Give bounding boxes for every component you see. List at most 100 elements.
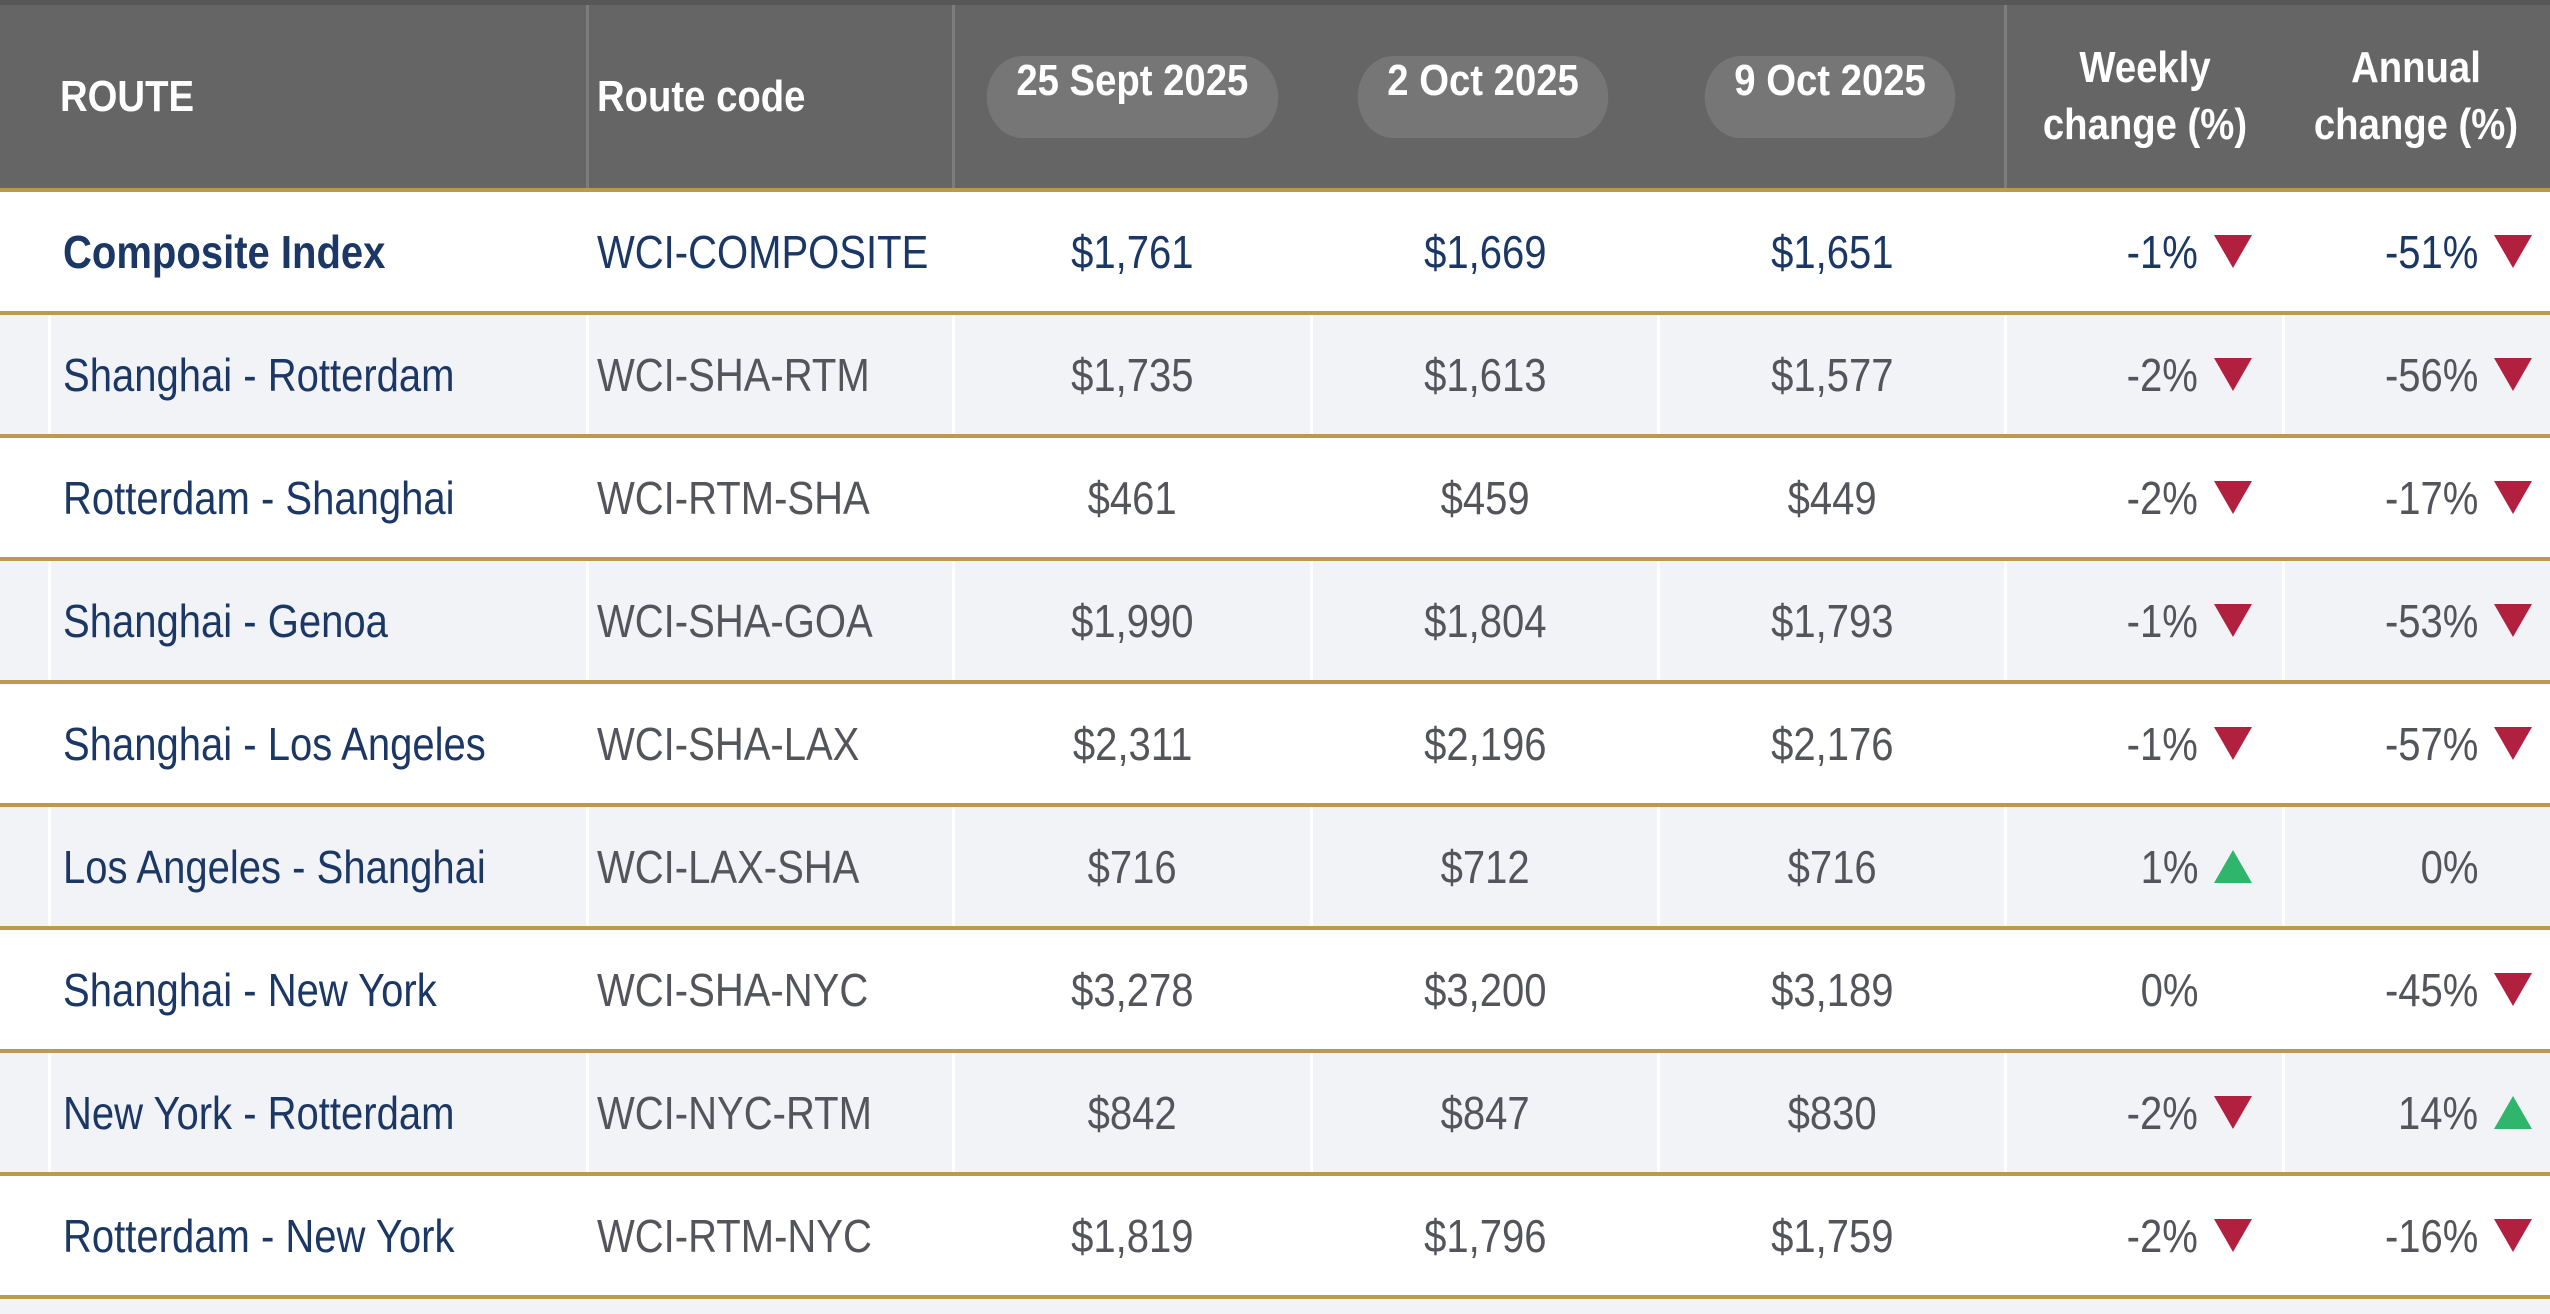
route-cell: Rotterdam - Shanghai <box>48 438 586 557</box>
route-code-cell: WCI-LAX-SHA <box>586 807 952 926</box>
route-code-label: WCI-RTM-SHA <box>597 471 870 524</box>
route-code-label: WCI-RTM-NYC <box>597 1209 872 1262</box>
price-cell-date-1: $842 <box>952 1053 1310 1172</box>
price-value: $2,176 <box>1770 717 1894 770</box>
price-value: $3,200 <box>1423 963 1547 1016</box>
price-cell-date-1: $1,761 <box>952 192 1310 311</box>
price-value: $716 <box>1087 840 1178 893</box>
route-code-cell: WCI-SHA-LAX <box>586 684 952 803</box>
price-cell-date-1: $3,278 <box>952 930 1310 1049</box>
triangle-down-icon <box>2214 1219 2252 1252</box>
annual-change-cell: -17% <box>2282 438 2550 557</box>
table-row: Los Angeles - Shanghai WCI-LAX-SHA $716 … <box>0 803 2550 926</box>
date-badge: 9 Oct 2025 <box>1705 55 1956 138</box>
change-value: -51% <box>2384 225 2478 278</box>
triangle-down-icon <box>2494 727 2532 760</box>
table-row: Shanghai - Los Angeles WCI-SHA-LAX $2,31… <box>0 680 2550 803</box>
change-value: -53% <box>2384 594 2478 647</box>
route-label: New York - Rotterdam <box>63 1086 455 1139</box>
price-value: $1,613 <box>1423 348 1547 401</box>
price-cell-date-1: $1,735 <box>952 315 1310 434</box>
table-row: Shanghai - Genoa WCI-SHA-GOA $1,990 $1,8… <box>0 557 2550 680</box>
price-cell-date-3: $830 <box>1657 1053 2004 1172</box>
row-spacer-cell <box>0 1053 48 1172</box>
price-value: $1,759 <box>1770 1209 1894 1262</box>
triangle-down-icon <box>2214 358 2252 391</box>
route-label: Composite Index <box>63 225 386 278</box>
change-value: -1% <box>2126 225 2198 278</box>
arrow-slot <box>2214 481 2252 514</box>
arrow-slot <box>2494 973 2532 1006</box>
table-row: Shanghai - New York WCI-SHA-NYC $3,278 $… <box>0 926 2550 1049</box>
row-spacer-cell <box>0 192 48 311</box>
weekly-change-cell: 0% <box>2004 930 2282 1049</box>
triangle-down-icon <box>2494 1219 2532 1252</box>
price-cell-date-2: $1,796 <box>1310 1176 1657 1295</box>
triangle-up-icon <box>2214 850 2252 883</box>
change-value: -1% <box>2126 717 2198 770</box>
weekly-change-cell: -2% <box>2004 438 2282 557</box>
change-value: -1% <box>2126 594 2198 647</box>
route-label: Shanghai - New York <box>63 963 437 1016</box>
weekly-change-cell: -2% <box>2004 315 2282 434</box>
weekly-change-cell: -1% <box>2004 561 2282 680</box>
column-header-date-1: 25 Sept 2025 <box>952 5 1310 188</box>
route-code-label: WCI-SHA-GOA <box>597 594 873 647</box>
change-value: -2% <box>2126 1209 2198 1262</box>
weekly-change-cell: -1% <box>2004 684 2282 803</box>
next-row-sliver <box>0 1295 2550 1314</box>
route-label: Los Angeles - Shanghai <box>63 840 486 893</box>
price-value: $2,196 <box>1423 717 1547 770</box>
price-cell-date-2: $3,200 <box>1310 930 1657 1049</box>
arrow-slot <box>2494 604 2532 637</box>
price-cell-date-3: $1,577 <box>1657 315 2004 434</box>
triangle-down-icon <box>2494 604 2532 637</box>
price-value: $1,796 <box>1423 1209 1547 1262</box>
price-cell-date-3: $2,176 <box>1657 684 2004 803</box>
price-cell-date-3: $1,793 <box>1657 561 2004 680</box>
column-header-weekly-change: Weekly change (%) <box>2004 5 2282 188</box>
route-label: Rotterdam - Shanghai <box>63 471 455 524</box>
arrow-slot <box>2494 727 2532 760</box>
change-value: -2% <box>2126 471 2198 524</box>
price-value: $459 <box>1440 471 1530 524</box>
route-cell: Shanghai - New York <box>48 930 586 1049</box>
route-code-cell: WCI-SHA-GOA <box>586 561 952 680</box>
route-label: Rotterdam - New York <box>63 1209 455 1262</box>
weekly-change-cell: 1% <box>2004 807 2282 926</box>
price-cell-date-1: $1,990 <box>952 561 1310 680</box>
arrow-slot <box>2214 1219 2252 1252</box>
table-row: Rotterdam - Shanghai WCI-RTM-SHA $461 $4… <box>0 434 2550 557</box>
route-cell: New York - Rotterdam <box>48 1053 586 1172</box>
price-value: $1,669 <box>1423 225 1547 278</box>
price-value: $1,819 <box>1071 1209 1194 1262</box>
row-spacer-cell <box>0 315 48 434</box>
change-value: -17% <box>2384 471 2478 524</box>
triangle-up-icon <box>2494 1096 2532 1129</box>
route-cell: Shanghai - Genoa <box>48 561 586 680</box>
price-cell-date-2: $1,613 <box>1310 315 1657 434</box>
row-spacer-cell <box>0 438 48 557</box>
triangle-down-icon <box>2494 358 2532 391</box>
change-value: -16% <box>2384 1209 2478 1262</box>
price-value: $716 <box>1787 840 1877 893</box>
weekly-change-column-label: Weekly change (%) <box>2042 43 2247 149</box>
route-code-label: WCI-COMPOSITE <box>597 225 929 278</box>
column-header-annual-change: Annual change (%) <box>2282 5 2550 188</box>
weekly-change-cell: -2% <box>2004 1053 2282 1172</box>
annual-change-cell: -53% <box>2282 561 2550 680</box>
price-cell-date-3: $716 <box>1657 807 2004 926</box>
arrow-slot <box>2214 604 2252 637</box>
triangle-down-icon <box>2214 235 2252 268</box>
price-cell-date-2: $847 <box>1310 1053 1657 1172</box>
arrow-slot <box>2494 1219 2532 1252</box>
row-spacer-cell <box>0 930 48 1049</box>
row-spacer-cell <box>0 561 48 680</box>
table-body: Composite Index WCI-COMPOSITE $1,761 $1,… <box>0 188 2550 1295</box>
column-header-route: ROUTE <box>48 5 586 188</box>
price-value: $842 <box>1087 1086 1178 1139</box>
date-badge: 2 Oct 2025 <box>1358 55 1609 138</box>
price-cell-date-3: $3,189 <box>1657 930 2004 1049</box>
price-cell-date-2: $712 <box>1310 807 1657 926</box>
